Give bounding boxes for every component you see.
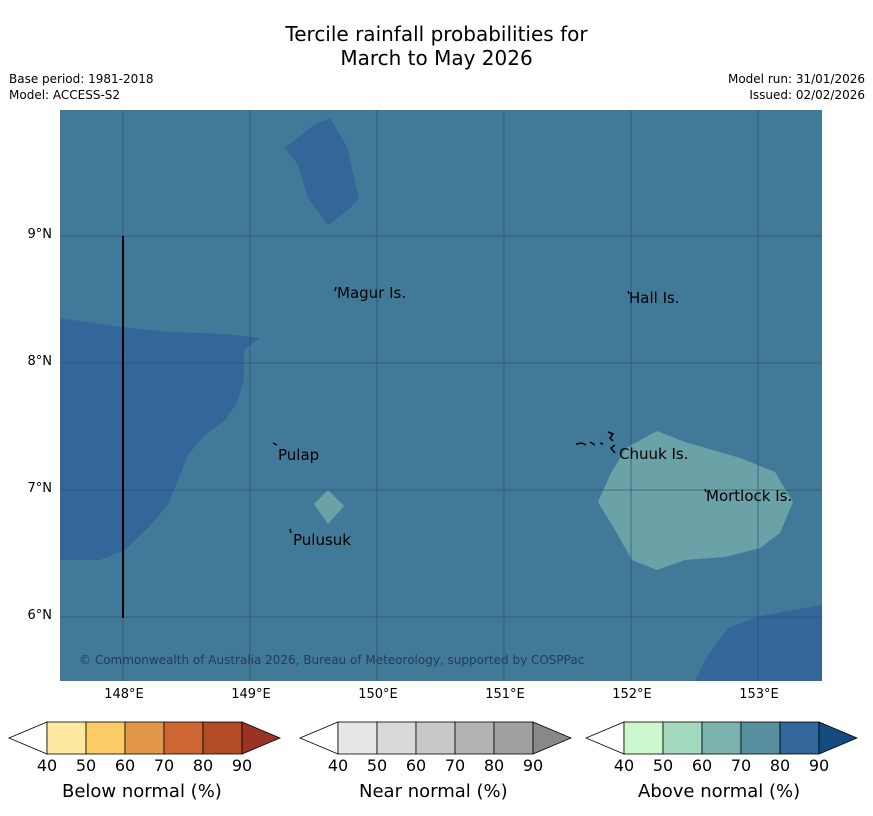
below-cb-box-5 bbox=[202, 721, 243, 755]
lat-tick-9: 9°N bbox=[27, 227, 53, 242]
below-cb-over bbox=[241, 721, 282, 755]
model-name: Model: ACCESS-S2 bbox=[9, 88, 121, 102]
above-tick-70: 70 bbox=[730, 756, 752, 775]
below-tick-50: 50 bbox=[75, 756, 97, 775]
lon-tick-148: 148°E bbox=[104, 687, 144, 702]
near-normal-title: Near normal (%) bbox=[359, 781, 508, 802]
region-above-60-70-east bbox=[598, 431, 793, 570]
near-tick-80: 80 bbox=[483, 756, 505, 775]
label-pulap: Pulap bbox=[278, 446, 320, 464]
above-tick-80: 80 bbox=[769, 756, 791, 775]
above-normal-title: Above normal (%) bbox=[638, 781, 801, 802]
near-cb-box-2 bbox=[376, 721, 417, 755]
chart-title: Tercile rainfall probabilities for March… bbox=[0, 22, 873, 70]
below-tick-60: 60 bbox=[114, 756, 136, 775]
below-normal-title: Below normal (%) bbox=[62, 781, 222, 802]
colorbar-above bbox=[585, 721, 859, 755]
below-cb-box-3 bbox=[124, 721, 165, 755]
lat-tick-7: 7°N bbox=[27, 481, 53, 496]
label-pulusuk: Pulusuk bbox=[293, 531, 351, 549]
below-cb-box-2 bbox=[85, 721, 126, 755]
near-cb-box-3 bbox=[415, 721, 456, 755]
above-cb-box-4 bbox=[740, 721, 781, 755]
map-area bbox=[60, 110, 822, 681]
above-cb-under bbox=[585, 721, 625, 755]
near-cb-box-5 bbox=[493, 721, 534, 755]
above-cb-box-5 bbox=[779, 721, 820, 755]
above-tick-40: 40 bbox=[613, 756, 635, 775]
below-tick-40: 40 bbox=[36, 756, 58, 775]
below-tick-90: 90 bbox=[231, 756, 253, 775]
above-cb-box-3 bbox=[701, 721, 742, 755]
lat-tick-8: 8°N bbox=[27, 354, 53, 369]
lon-tick-152: 152°E bbox=[612, 687, 652, 702]
label-hall: Hall Is. bbox=[629, 289, 680, 307]
base-period: Base period: 1981-2018 bbox=[9, 72, 154, 86]
colorbar-near bbox=[299, 721, 573, 755]
label-chuuk: Chuuk Is. bbox=[619, 445, 689, 463]
below-tick-70: 70 bbox=[153, 756, 175, 775]
near-tick-40: 40 bbox=[327, 756, 349, 775]
near-tick-60: 60 bbox=[405, 756, 427, 775]
above-tick-60: 60 bbox=[691, 756, 713, 775]
near-tick-70: 70 bbox=[444, 756, 466, 775]
meta-right: Model run: 31/01/2026 Issued: 02/02/2026 bbox=[728, 71, 865, 103]
issued-date: Issued: 02/02/2026 bbox=[749, 88, 865, 102]
below-cb-box-4 bbox=[163, 721, 204, 755]
lon-tick-153: 153°E bbox=[739, 687, 779, 702]
below-cb-under bbox=[8, 721, 48, 755]
above-tick-50: 50 bbox=[652, 756, 674, 775]
region-above-80-southeast bbox=[695, 605, 822, 681]
lat-tick-6: 6°N bbox=[27, 608, 53, 623]
below-tick-80: 80 bbox=[192, 756, 214, 775]
lon-tick-150: 150°E bbox=[358, 687, 398, 702]
above-cb-box-2 bbox=[662, 721, 703, 755]
lon-tick-149: 149°E bbox=[231, 687, 271, 702]
near-tick-50: 50 bbox=[366, 756, 388, 775]
near-cb-under bbox=[299, 721, 339, 755]
label-magur: Magur Is. bbox=[337, 284, 407, 302]
colorbar-below bbox=[8, 721, 282, 755]
region-above-80-north bbox=[285, 118, 359, 225]
above-tick-90: 90 bbox=[808, 756, 830, 775]
above-cb-box-1 bbox=[623, 721, 664, 755]
near-cb-box-4 bbox=[454, 721, 495, 755]
title-line-2: March to May 2026 bbox=[340, 46, 533, 70]
copyright-note: © Commonwealth of Australia 2026, Bureau… bbox=[79, 653, 585, 667]
region-above-80-west bbox=[60, 318, 260, 560]
island-markers bbox=[272, 286, 707, 534]
below-cb-box-1 bbox=[46, 721, 87, 755]
region-above-60-70-small bbox=[314, 490, 344, 524]
label-mortlock: Mortlock Is. bbox=[706, 487, 793, 505]
model-run: Model run: 31/01/2026 bbox=[727, 72, 865, 86]
above-cb-over bbox=[818, 721, 859, 755]
lon-tick-151: 151°E bbox=[485, 687, 525, 702]
near-cb-box-1 bbox=[337, 721, 378, 755]
title-line-1: Tercile rainfall probabilities for bbox=[285, 22, 588, 46]
meta-left: Base period: 1981-2018 Model: ACCESS-S2 bbox=[9, 71, 154, 103]
near-tick-90: 90 bbox=[522, 756, 544, 775]
near-cb-over bbox=[532, 721, 573, 755]
